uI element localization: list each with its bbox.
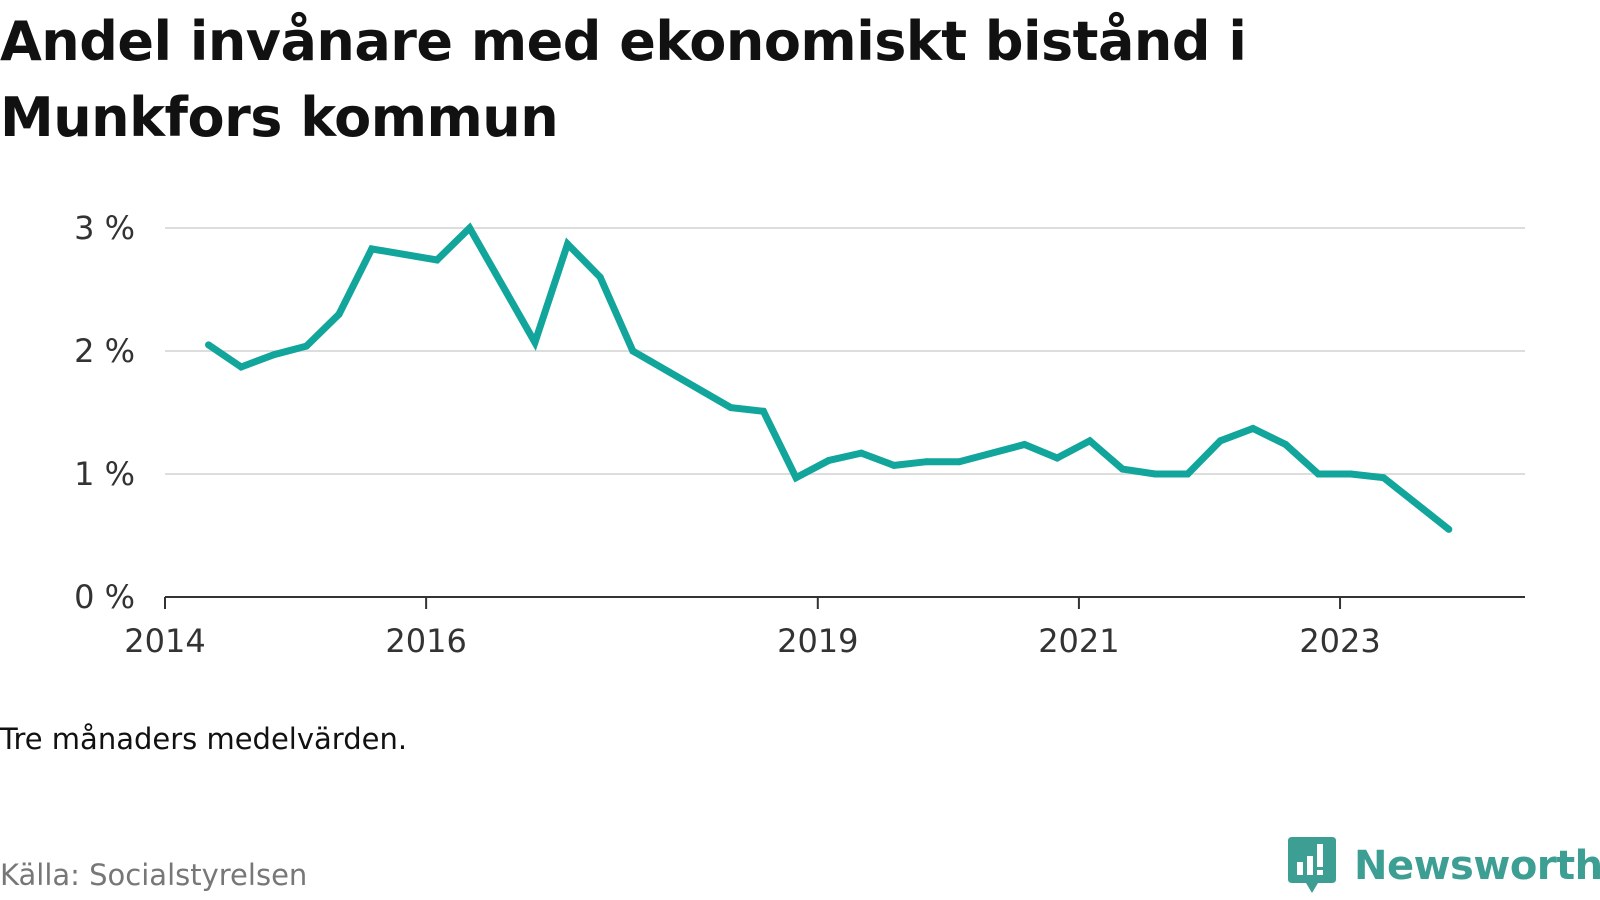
data-point (596, 273, 604, 281)
data-point (1021, 440, 1029, 448)
data-point (564, 240, 572, 248)
x-axis-tick-labels: 2014 2016 2019 2021 2023 (124, 622, 1380, 660)
data-point (1053, 454, 1061, 462)
series-layer (205, 222, 1453, 533)
newsworthy-logo-icon (1288, 837, 1336, 893)
data-point (825, 456, 833, 464)
data-point (955, 458, 963, 466)
brand-name: Newsworthy (1354, 843, 1600, 889)
chart-title: Andel invånare med ekonomiskt bistånd i … (0, 10, 1247, 149)
data-point (1216, 437, 1224, 445)
data-point (1151, 470, 1159, 478)
chart-note: Tre månaders medelvärden. (0, 722, 408, 756)
data-point (237, 363, 245, 371)
x-tick-label: 2021 (1038, 622, 1119, 660)
x-tick-label: 2014 (124, 622, 205, 660)
data-point (302, 342, 310, 350)
gridlines (165, 227, 1525, 475)
data-point (1118, 465, 1126, 473)
series-line (206, 222, 1452, 533)
line-chart: 0 % 1 % 2 % 3 % 2014 2016 2019 2021 2023 (74, 209, 1525, 660)
x-tick-label: 2023 (1299, 622, 1380, 660)
data-point (1445, 525, 1453, 533)
data-point (335, 310, 343, 318)
data-point (433, 256, 441, 264)
data-point (270, 351, 278, 359)
data-point (466, 224, 474, 232)
x-axis-ticks (164, 597, 1342, 609)
x-tick-label: 2016 (385, 622, 466, 660)
data-point (1086, 437, 1094, 445)
y-tick-label: 2 % (74, 332, 135, 370)
x-tick-label: 2019 (777, 622, 858, 660)
data-point (205, 341, 213, 349)
data-point (629, 347, 637, 355)
data-point (1184, 470, 1192, 478)
data-point (890, 461, 898, 469)
brand[interactable]: Newsworthy (1288, 836, 1600, 896)
data-point (1249, 424, 1257, 432)
data-point (531, 338, 539, 346)
data-point (857, 449, 865, 457)
data-point (792, 474, 800, 482)
source-credit: Källa: Socialstyrelsen (0, 858, 308, 892)
data-point (1380, 474, 1388, 482)
y-tick-label: 3 % (74, 209, 135, 247)
data-point (1314, 470, 1322, 478)
data-point (923, 458, 931, 466)
y-axis-tick-labels: 0 % 1 % 2 % 3 % (74, 209, 135, 616)
data-point (759, 407, 767, 415)
data-point (1347, 470, 1355, 478)
y-tick-label: 1 % (74, 455, 135, 493)
y-tick-label: 0 % (74, 578, 135, 616)
data-point (1282, 440, 1290, 448)
data-point (368, 245, 376, 253)
data-point (727, 404, 735, 412)
